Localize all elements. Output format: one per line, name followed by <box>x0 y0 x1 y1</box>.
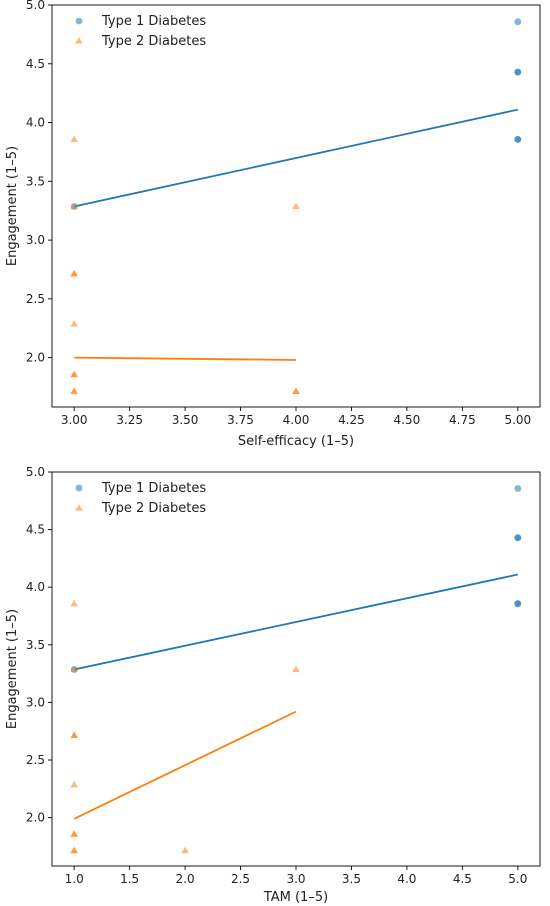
y-tick-label: 2.5 <box>26 753 45 767</box>
legend-label: Type 1 Diabetes <box>101 14 206 29</box>
data-point-type-2 <box>292 202 300 210</box>
x-tick-label: 2.0 <box>176 872 195 886</box>
data-point-type-2 <box>70 202 78 210</box>
legend-marker-circle <box>75 484 83 492</box>
y-tick-label: 3.0 <box>26 233 45 247</box>
data-point-type-2 <box>70 846 78 854</box>
data-point-type-2 <box>292 665 300 673</box>
x-tick-label: 4.00 <box>283 413 310 427</box>
chart-panel-tam: 1.0 1.5 2.0 2.5 3.0 3.5 4.0 4.5 5.0 2.0 2.5 3.0 3.5 4… <box>5 465 541 905</box>
x-tick-label: 4.50 <box>394 413 421 427</box>
x-tick-label: 3.5 <box>342 872 361 886</box>
y-tick-label: 4.0 <box>26 116 45 130</box>
y-tick-label: 2.0 <box>26 811 45 825</box>
x-tick-label: 3.0 <box>286 872 305 886</box>
y-tick-label: 2.5 <box>26 292 45 306</box>
data-point-type-2 <box>70 780 78 788</box>
data-point-type-2 <box>70 830 78 837</box>
x-tick-label: 1.5 <box>120 872 139 886</box>
chart-panel-self-efficacy: 3.00 3.25 3.50 3.75 4.00 4.25 4.50 4.75 5.00 2.0 2… <box>5 0 541 449</box>
x-tick-label: 3.50 <box>172 413 199 427</box>
x-tick-label: 2.5 <box>231 872 250 886</box>
data-point-type-1 <box>514 68 522 76</box>
data-point-type-2 <box>70 135 78 143</box>
fit-line-type-1 <box>73 573 519 671</box>
data-point-type-1 <box>514 135 522 143</box>
legend-label: Type 2 Diabetes <box>101 34 206 49</box>
y-tick-label: 3.5 <box>26 174 45 188</box>
y-tick-label: 2.0 <box>26 351 45 365</box>
x-tick-label: 3.75 <box>227 413 254 427</box>
legend-label: Type 1 Diabetes <box>101 481 206 496</box>
x-tick-label: 4.0 <box>397 872 416 886</box>
x-axis-title: Self-efficacy (1–5) <box>238 434 354 449</box>
legend-marker-triangle <box>75 37 83 44</box>
data-point-type-1 <box>514 600 522 608</box>
fit-line-type-2 <box>73 710 297 820</box>
y-tick-label: 4.5 <box>26 57 45 71</box>
x-tick-label: 4.5 <box>453 872 472 886</box>
legend-marker-circle <box>75 17 83 25</box>
x-tick-label: 5.0 <box>508 872 527 886</box>
data-point-type-2 <box>70 599 78 607</box>
legend-marker-triangle <box>75 504 83 511</box>
x-tick-label: 3.25 <box>116 413 143 427</box>
data-point-type-2 <box>70 370 78 378</box>
legend-label: Type 2 Diabetes <box>101 501 206 516</box>
data-point-type-1 <box>514 485 522 492</box>
x-axis-title: TAM (1–5) <box>263 890 328 905</box>
data-point-type-1 <box>514 534 522 542</box>
y-tick-label: 3.0 <box>26 695 45 709</box>
y-tick-label: 5.0 <box>26 465 45 479</box>
data-point-type-2 <box>292 387 300 394</box>
data-point-type-2 <box>70 665 78 673</box>
y-axis-title: Engagement (1–5) <box>5 609 20 729</box>
y-tick-label: 3.5 <box>26 638 45 652</box>
y-tick-label: 4.5 <box>26 523 45 537</box>
data-point-type-1 <box>514 18 522 26</box>
x-tick-label: 4.25 <box>338 413 365 427</box>
x-tick-label: 4.75 <box>449 413 476 427</box>
data-point-type-2 <box>70 320 78 327</box>
y-tick-label: 4.0 <box>26 580 45 594</box>
y-tick-label: 5.0 <box>26 0 45 12</box>
data-point-type-2 <box>70 387 78 394</box>
fit-line-type-1 <box>73 108 519 208</box>
data-point-type-2 <box>70 731 78 739</box>
x-tick-label: 3.00 <box>61 413 88 427</box>
y-axis-title: Engagement (1–5) <box>5 146 20 266</box>
x-tick-label: 5.00 <box>504 413 531 427</box>
fit-line-type-2 <box>74 356 297 361</box>
x-tick-label: 1.0 <box>65 872 84 886</box>
data-point-type-2 <box>70 269 78 277</box>
data-point-type-2 <box>181 846 189 854</box>
